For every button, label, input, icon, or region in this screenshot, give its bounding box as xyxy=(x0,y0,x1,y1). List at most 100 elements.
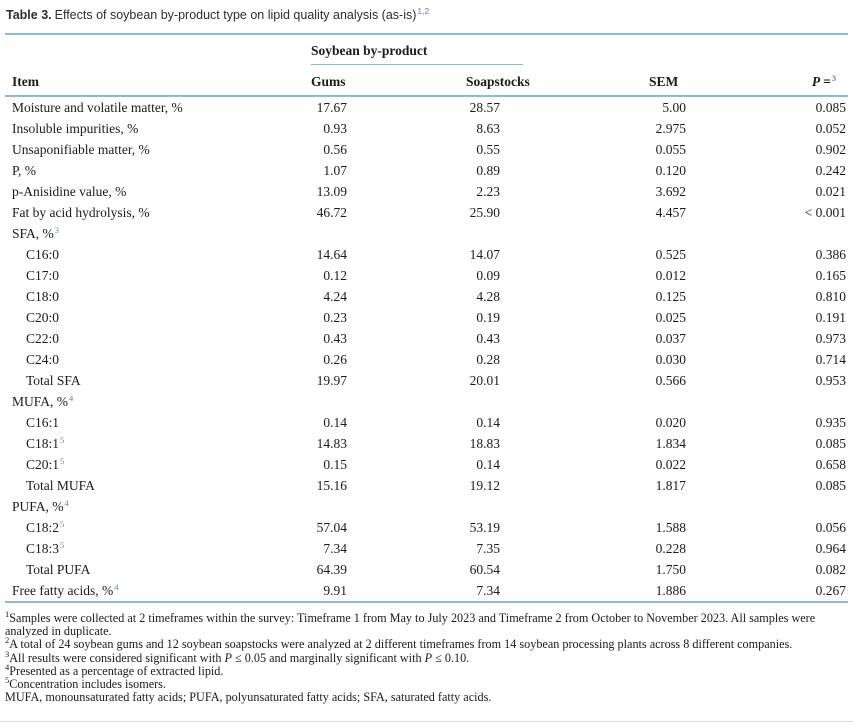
cell-soapstocks: 0.55 xyxy=(476,142,500,157)
row-label: Total MUFA xyxy=(26,478,95,493)
table-row: C22:0 0.43 0.43 0.037 0.973 xyxy=(5,328,848,349)
row-label: MUFA, %4 xyxy=(12,392,74,409)
cell-sem: 0.030 xyxy=(655,352,686,367)
cell-soapstocks: 0.19 xyxy=(476,310,500,325)
table-body: Moisture and volatile matter, % 17.67 28.5… xyxy=(5,96,848,602)
cell-gums: 14.83 xyxy=(316,436,347,451)
cell-gums: 0.14 xyxy=(323,415,347,430)
cell-gums: 1.07 xyxy=(323,163,347,178)
table-row: Free fatty acids, %4 9.91 7.34 1.886 0.267 xyxy=(5,580,848,602)
cell-gums: 7.34 xyxy=(323,541,347,556)
row-label: C18:0 xyxy=(26,289,60,304)
cell-gums xyxy=(303,223,390,244)
cell-gums: 0.26 xyxy=(323,352,347,367)
cell-soapstocks xyxy=(390,496,545,517)
cell-sem: 0.025 xyxy=(655,310,686,325)
table-number: Table 3. xyxy=(6,8,52,22)
footnotes: 1Samples were collected at 2 timeframes … xyxy=(5,610,848,705)
table-caption: Table 3. Effects of soybean by-product ty… xyxy=(0,0,853,23)
cell-gums: 0.43 xyxy=(323,331,347,346)
cell-sem: 1.750 xyxy=(655,562,686,577)
row-footnote-marker: 5 xyxy=(60,434,65,445)
row-label: PUFA, %4 xyxy=(12,497,69,514)
cell-p: 0.242 xyxy=(815,163,846,178)
data-table: Soybean by-product Item Gums Soapstocks … xyxy=(5,33,848,603)
cell-p: 0.056 xyxy=(815,520,846,535)
row-label: C16:1 xyxy=(26,415,60,430)
cell-sem: 1.588 xyxy=(655,520,686,535)
row-label: C16:0 xyxy=(26,247,60,262)
cell-sem: 3.692 xyxy=(655,184,686,199)
row-label: Unsaponifiable matter, % xyxy=(12,142,150,157)
column-header-gums: Gums xyxy=(311,74,346,89)
cell-gums: 64.39 xyxy=(316,562,347,577)
cell-gums: 0.23 xyxy=(323,310,347,325)
section-row: PUFA, %4 xyxy=(5,496,848,517)
cell-gums: 0.56 xyxy=(323,142,347,157)
cell-soapstocks: 60.54 xyxy=(469,562,500,577)
cell-sem: 0.566 xyxy=(655,373,686,388)
cell-soapstocks: 0.28 xyxy=(476,352,500,367)
cell-gums: 4.24 xyxy=(323,289,347,304)
cell-p: 0.021 xyxy=(815,184,846,199)
table-row: Moisture and volatile matter, % 17.67 28.5… xyxy=(5,96,848,118)
column-header-soapstocks: Soapstocks xyxy=(466,74,530,89)
row-footnote-marker: 5 xyxy=(60,455,65,466)
table-row: C18:15 14.83 18.83 1.834 0.085 xyxy=(5,433,848,454)
cell-p: 0.973 xyxy=(815,331,846,346)
row-footnote-marker: 3 xyxy=(54,224,60,235)
table-title-text: Effects of soybean by-product type on li… xyxy=(54,8,417,22)
cell-gums: 9.91 xyxy=(323,583,347,598)
p-footnote-marker: 3 xyxy=(831,72,836,83)
section-row: MUFA, %4 xyxy=(5,391,848,412)
cell-soapstocks: 18.83 xyxy=(469,436,500,451)
cell-soapstocks: 4.28 xyxy=(476,289,500,304)
footnote: MUFA, monounsaturated fatty acids; PUFA,… xyxy=(5,690,492,705)
header-row: Item Gums Soapstocks SEM P =3 xyxy=(5,65,848,96)
section-row: SFA, %3 xyxy=(5,223,848,244)
cell-p: 0.085 xyxy=(815,100,846,115)
row-label: Total SFA xyxy=(26,373,81,388)
footnote: 4Presented as a percentage of extracted … xyxy=(5,661,224,678)
cell-soapstocks: 53.19 xyxy=(469,520,500,535)
cell-sem xyxy=(545,496,710,517)
cell-gums xyxy=(303,391,390,412)
footnote-marker: 2 xyxy=(5,635,10,646)
row-label: Moisture and volatile matter, % xyxy=(12,100,183,115)
table-row: C18:25 57.04 53.19 1.588 0.056 xyxy=(5,517,848,538)
cell-gums: 15.16 xyxy=(316,478,347,493)
row-label: P, % xyxy=(12,163,37,178)
table-row: C24:0 0.26 0.28 0.030 0.714 xyxy=(5,349,848,370)
cell-gums: 14.64 xyxy=(316,247,347,262)
cell-p: 0.902 xyxy=(815,142,846,157)
row-label: C20:0 xyxy=(26,310,60,325)
cell-soapstocks: 7.35 xyxy=(476,541,500,556)
column-header-item: Item xyxy=(12,74,39,89)
cell-gums xyxy=(303,496,390,517)
table-row: p-Anisidine value, % 13.09 2.23 3.692 0.021 xyxy=(5,181,848,202)
table-row: C18:35 7.34 7.35 0.228 0.964 xyxy=(5,538,848,559)
row-label: C22:0 xyxy=(26,331,60,346)
row-label: Fat by acid hydrolysis, % xyxy=(12,205,150,220)
cell-soapstocks: 8.63 xyxy=(476,121,500,136)
cell-gums: 46.72 xyxy=(316,205,347,220)
footnote: 2A total of 24 soybean gums and 12 soybe… xyxy=(5,635,793,652)
cell-soapstocks xyxy=(390,391,545,412)
cell-sem: 0.055 xyxy=(655,142,686,157)
cell-soapstocks: 0.89 xyxy=(476,163,500,178)
cell-soapstocks: 20.01 xyxy=(469,373,500,388)
footnote-marker: 5 xyxy=(5,674,10,685)
cell-gums: 13.09 xyxy=(316,184,347,199)
column-header-pvalue: P =3 xyxy=(811,72,836,89)
row-footnote-marker: 5 xyxy=(60,518,65,529)
cell-gums: 0.93 xyxy=(323,121,347,136)
cell-sem: 0.022 xyxy=(655,457,686,472)
cell-p xyxy=(710,391,848,412)
row-footnote-marker: 4 xyxy=(114,581,119,592)
cell-gums: 19.97 xyxy=(316,373,347,388)
cell-gums: 57.04 xyxy=(316,520,347,535)
cell-sem: 0.120 xyxy=(655,163,686,178)
cell-gums: 17.67 xyxy=(316,100,347,115)
table-row: Unsaponifiable matter, % 0.56 0.55 0.055 0.9… xyxy=(5,139,848,160)
